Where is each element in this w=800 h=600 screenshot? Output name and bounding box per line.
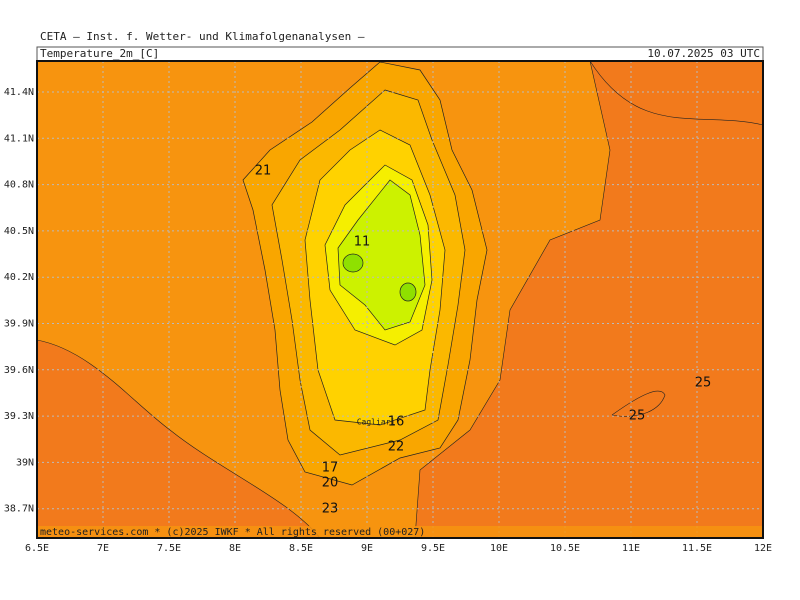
contour-label: 23: [322, 502, 339, 517]
x-tick-label: 7E: [97, 543, 109, 554]
map-area: meteo-services.com * (c)2025 IWKF * All …: [37, 61, 763, 538]
contour: [611, 390, 666, 417]
contour: [589, 61, 763, 126]
header-title: CETA — Inst. f. Wetter- und Klimafolgena…: [40, 30, 365, 43]
cold-spot: [342, 253, 364, 273]
contour-label: 25: [629, 409, 646, 424]
x-tick-label: 7.5E: [157, 543, 181, 554]
contour-label: 22: [388, 440, 405, 455]
x-tick-label: 9E: [361, 543, 373, 554]
x-tick-label: 8E: [229, 543, 241, 554]
contour-label: 25: [695, 376, 712, 391]
region-hot-sw: [37, 339, 321, 538]
contour-label: 20: [322, 476, 339, 491]
footer-bar: [37, 526, 763, 538]
x-tick-label: 8.5E: [289, 543, 313, 554]
x-tick-label: 10E: [490, 543, 508, 554]
city-label: Cagliari: [357, 418, 396, 427]
x-tick-label: 11E: [622, 543, 640, 554]
region-hot: [414, 61, 763, 538]
y-tick-label: 39.6N: [4, 365, 34, 376]
contour-label: 11: [354, 235, 371, 250]
contour-label: 16: [388, 415, 405, 430]
x-tick-label: 10.5E: [550, 543, 580, 554]
y-tick-label: 41.1N: [4, 133, 34, 144]
x-tick-label: 11.5E: [682, 543, 712, 554]
footer-credit: meteo-services.com * (c)2025 IWKF * All …: [40, 527, 425, 538]
x-tick-label: 9.5E: [421, 543, 445, 554]
variable-label: Temperature_2m_[C]: [40, 47, 159, 60]
y-tick-label: 38.7N: [4, 504, 34, 515]
datetime-label: 10.07.2025 03 UTC: [647, 47, 760, 60]
y-tick-label: 40.5N: [4, 226, 34, 237]
y-tick-label: 41.4N: [4, 87, 34, 98]
contour-label: 17: [322, 461, 339, 476]
y-tick-label: 39.3N: [4, 411, 34, 422]
x-tick-label: 6.5E: [25, 543, 49, 554]
y-tick-label: 39N: [16, 457, 34, 468]
y-tick-label: 39.9N: [4, 319, 34, 330]
contour-label: 21: [255, 164, 272, 179]
x-tick-label: 12E: [754, 543, 772, 554]
y-tick-label: 40.2N: [4, 272, 34, 283]
grid: [37, 61, 763, 538]
y-tick-label: 40.8N: [4, 180, 34, 191]
map-frame: [36, 60, 764, 539]
cold-spot: [399, 282, 417, 302]
